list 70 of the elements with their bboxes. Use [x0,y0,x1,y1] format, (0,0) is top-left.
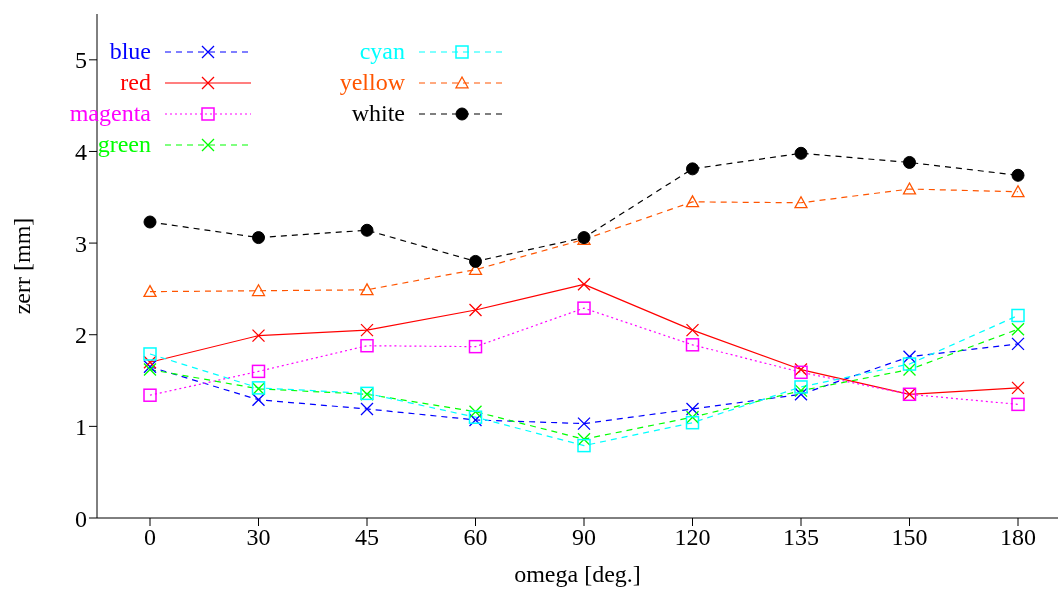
point [794,196,808,209]
point [902,362,917,377]
x-tick-label: 90 [572,524,596,551]
y-tick-label: 0 [75,505,87,532]
point [685,402,700,416]
point [1011,322,1025,336]
point [794,383,808,398]
point [685,415,700,430]
legend-label: blue [109,38,151,64]
point [577,277,591,291]
point [468,303,483,317]
point [143,347,157,361]
point [360,223,374,237]
y-tick-label: 5 [75,47,87,74]
x-tick-label: 60 [463,524,488,551]
point [577,432,591,446]
x-tick-label: 30 [246,524,271,551]
point [251,364,266,379]
point [685,410,700,424]
point [360,323,374,337]
y-tick-label: 3 [75,230,87,257]
x-tick-label: 120 [674,524,711,551]
point [143,215,157,229]
y-tick-label: 4 [75,138,87,165]
x-tick-label: 135 [783,524,819,551]
point [577,416,591,431]
point [252,231,265,245]
point [360,338,374,353]
point [468,405,483,419]
point [685,195,700,208]
point [251,284,266,297]
legend-label: yellow [338,68,405,97]
point [1011,308,1025,323]
point [1011,185,1025,198]
point [577,301,591,315]
point [143,285,157,298]
point [902,357,917,371]
legend-label: green [97,131,151,157]
y-tick-label: 1 [75,413,87,440]
x-tick-label: 45 [355,524,379,551]
point [360,283,374,296]
legend-label: magenta [68,99,151,128]
x-tick-label: 0 [144,524,156,551]
x-tick-label: 150 [891,524,928,551]
point [902,182,917,195]
x-axis-title: omega [deg.] [514,561,641,587]
point [469,254,482,268]
legend-label: cyan [358,37,405,66]
point [1011,381,1025,395]
y-axis-title: zerr [mm] [8,217,35,315]
point [794,380,808,394]
point [685,338,700,352]
point [251,328,266,343]
y-tick-label: 2 [75,322,87,349]
legend-label: white [350,99,405,128]
point [902,350,917,364]
legend-label: red [120,69,151,95]
point [1011,168,1025,182]
point [577,438,591,453]
point [360,402,374,416]
point [903,155,916,169]
point [1011,397,1025,412]
point [1011,337,1025,351]
point [686,162,699,176]
point [251,393,266,407]
point [794,146,808,160]
point [468,339,483,354]
x-tick-label: 180 [1000,524,1036,551]
point [685,323,700,337]
point [143,388,157,402]
